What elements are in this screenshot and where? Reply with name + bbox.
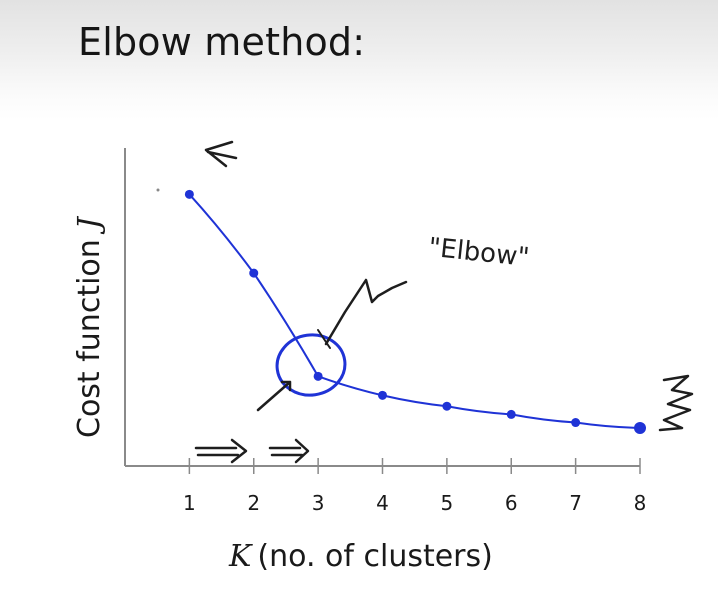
x-tick-label: 4	[376, 491, 389, 515]
x-tick-label: 6	[505, 491, 518, 515]
y-axis-label-text: Cost function	[72, 239, 107, 438]
x-tick-label: 8	[634, 491, 647, 515]
series-line-group	[188, 193, 641, 429]
x-tick-label: 2	[247, 491, 260, 515]
y-axis-variable: J	[72, 215, 107, 235]
elbow-circle	[275, 333, 347, 397]
arrow-mark-left-icon	[256, 380, 292, 412]
y-axis-label: Cost function J	[72, 215, 107, 438]
arrow-right-icon	[194, 438, 248, 464]
stray-dot	[156, 188, 160, 192]
x-tick-label: 3	[312, 491, 325, 515]
x-tick-label: 1	[183, 491, 196, 515]
chart-axes	[124, 148, 640, 467]
data-point	[313, 371, 323, 381]
x-axis-label-text: (no. of clusters)	[257, 539, 492, 574]
x-tick-label: 5	[441, 491, 454, 515]
data-point	[184, 189, 194, 199]
arrow-pointer-icon	[204, 140, 238, 168]
tail-scribble	[658, 374, 694, 432]
x-axis-variable: K	[228, 539, 253, 574]
x-axis-ticks: 1 2 3 4 5 6 7 8	[183, 458, 646, 515]
data-points	[184, 189, 646, 434]
data-point	[506, 409, 516, 419]
x-tick-label: 7	[569, 491, 582, 515]
data-point	[571, 418, 581, 428]
series-line	[188, 193, 641, 429]
elbow-annotation: "Elbow"	[427, 233, 531, 273]
header-band	[0, 0, 718, 120]
x-axis-label: K (no. of clusters)	[228, 539, 493, 574]
arrow-right-icon	[268, 438, 310, 464]
data-point	[442, 401, 452, 411]
data-point	[378, 390, 387, 400]
data-point	[249, 268, 259, 278]
slide-title: Elbow method:	[78, 20, 366, 64]
elbow-pointer-squiggle	[324, 278, 408, 346]
elbow-tick-mark	[317, 329, 331, 349]
data-point	[634, 421, 646, 434]
